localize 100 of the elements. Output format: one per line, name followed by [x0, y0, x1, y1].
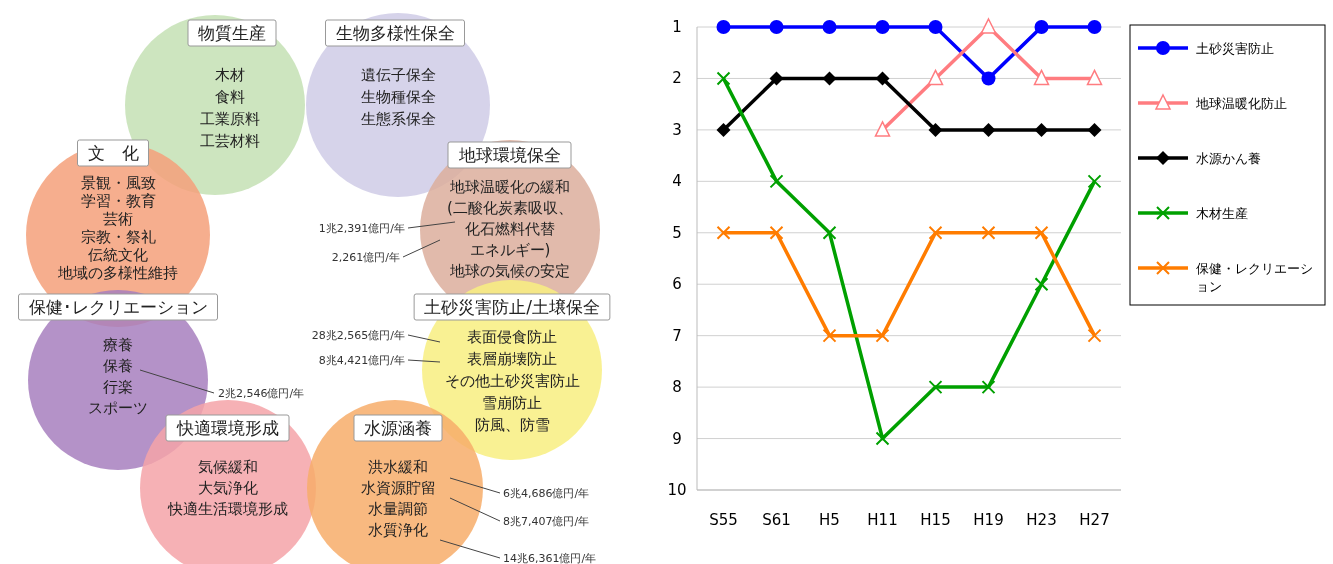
point	[822, 71, 837, 86]
y-tick-label: 2	[672, 69, 682, 88]
text: 水源涵養	[364, 418, 432, 438]
text: 水質浄化	[368, 521, 428, 539]
text: 化石燃料代替	[465, 220, 555, 238]
point	[875, 20, 890, 34]
x-tick-label: H15	[920, 511, 951, 529]
text: 地球の気候の安定	[449, 262, 570, 280]
text: 2,261億円/年	[331, 250, 400, 264]
text: その他土砂災害防止	[444, 372, 580, 390]
text: 文 化	[87, 143, 139, 163]
text: 水量調節	[368, 500, 428, 518]
text: 生態系保全	[360, 110, 436, 128]
point	[981, 380, 996, 395]
point	[1086, 69, 1103, 86]
point	[716, 122, 731, 137]
point	[981, 225, 996, 240]
text: 学習・教育	[80, 192, 156, 210]
text: 快適生活環境形成	[167, 500, 288, 518]
text: 大気浄化	[198, 479, 258, 497]
text: 宗教・祭礼	[80, 228, 156, 246]
text: 食料	[215, 88, 245, 106]
text: 工業原料	[200, 110, 260, 128]
text: 保健･レクリエーション	[28, 297, 208, 317]
y-tick-label: 6	[672, 275, 682, 294]
point	[1087, 174, 1102, 189]
text: 14兆6,361億円/年	[503, 551, 597, 564]
text: 遺伝子保全	[360, 66, 436, 84]
text: エネルギー)	[469, 241, 551, 259]
point	[769, 20, 784, 34]
text: 地域の多様性維持	[57, 264, 178, 282]
x-tick-label: H11	[867, 511, 898, 529]
point	[980, 18, 997, 34]
text: 土砂災害防止/土壌保全	[424, 297, 600, 317]
y-tick-label: 4	[672, 172, 682, 191]
point	[875, 431, 890, 446]
x-tick-label: H19	[973, 511, 1004, 529]
point	[1034, 277, 1049, 292]
point	[769, 71, 784, 86]
y-tick-label: 3	[672, 120, 682, 139]
text: 表層崩壊防止	[467, 350, 557, 368]
point	[928, 122, 943, 137]
text: 生物多様性保全	[335, 23, 455, 43]
text: 療養	[103, 336, 133, 354]
text: 保養	[103, 357, 133, 375]
text: 2兆2,546億円/年	[218, 386, 305, 400]
point	[822, 20, 837, 34]
y-tick-label: 10	[667, 481, 687, 499]
text: 地球環境保全	[458, 145, 561, 165]
text: 木材	[215, 66, 245, 84]
point	[928, 380, 943, 395]
point	[875, 328, 890, 343]
text: 水資源貯留	[360, 479, 436, 497]
legend-label: 木材生産	[1196, 205, 1248, 221]
point	[1034, 225, 1049, 240]
text: 快適環境形成	[176, 418, 279, 438]
y-tick-label: 7	[672, 326, 682, 345]
text: 1兆2,391億円/年	[318, 221, 405, 235]
text: 地球温暖化の緩和	[449, 178, 570, 196]
point	[1034, 20, 1049, 34]
x-tick-label: S55	[709, 511, 738, 529]
legend-label: 水源かん養	[1196, 150, 1261, 166]
point	[822, 225, 837, 240]
text: 雪崩防止	[482, 394, 542, 412]
point	[981, 71, 996, 86]
point	[928, 225, 943, 240]
text: 表面侵食防止	[467, 328, 557, 346]
text: スポーツ	[88, 399, 148, 417]
text: 景観・風致	[80, 174, 156, 192]
text: 物質生産	[198, 23, 266, 43]
text: 8兆7,407億円/年	[503, 514, 590, 528]
x-tick-label: H5	[819, 511, 840, 529]
text: (二酸化炭素吸収、	[447, 199, 573, 217]
text: 6兆4,686億円/年	[503, 486, 590, 500]
y-tick-label: 8	[672, 378, 682, 397]
point	[716, 71, 731, 86]
point	[1033, 69, 1050, 86]
point	[874, 121, 891, 137]
text: 気候緩和	[198, 458, 258, 476]
text: 行楽	[103, 378, 133, 396]
x-tick-label: S61	[762, 511, 791, 529]
point	[1087, 328, 1102, 343]
y-tick-label: 9	[672, 429, 682, 448]
text: 伝統文化	[88, 246, 148, 264]
legend-label: 土砂災害防止	[1196, 40, 1274, 56]
x-tick-label: H27	[1079, 511, 1110, 529]
point	[1087, 20, 1102, 34]
text: 防風、防雪	[474, 416, 550, 434]
y-tick-label: 1	[672, 18, 682, 36]
text: 生物種保全	[360, 88, 436, 106]
x-tick-label: H23	[1026, 511, 1057, 529]
point	[927, 69, 944, 86]
text: 芸術	[103, 210, 133, 228]
y-tick-label: 5	[672, 223, 682, 242]
point	[716, 225, 731, 240]
text: 洪水緩和	[368, 458, 428, 476]
text: 28兆2,565億円/年	[311, 328, 405, 342]
text: 8兆4,421億円/年	[318, 353, 405, 367]
text: 工芸材料	[200, 132, 260, 150]
point	[769, 225, 784, 240]
